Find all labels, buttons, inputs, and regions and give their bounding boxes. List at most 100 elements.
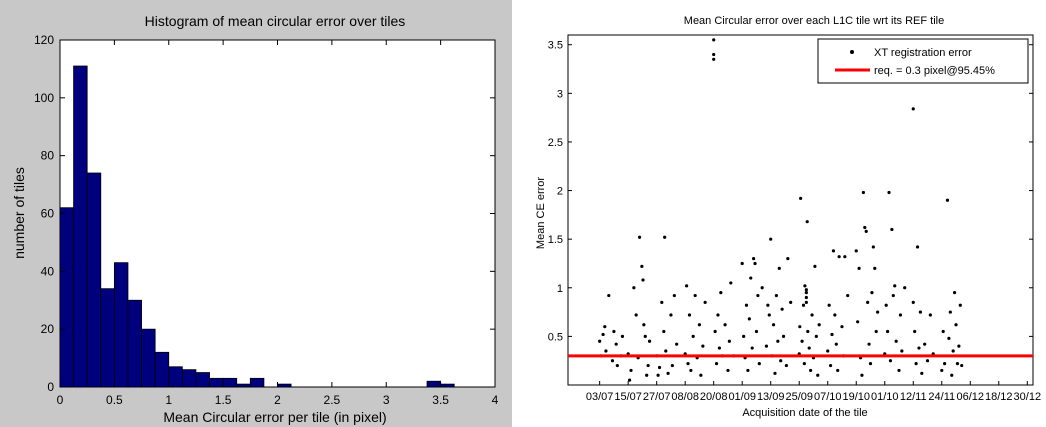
scatter-point: [888, 359, 893, 363]
scatter-point: [670, 363, 674, 368]
scatter-point: [943, 362, 947, 366]
scatter-y-tick-label: 0.5: [548, 331, 563, 343]
scatter-point: [806, 329, 810, 334]
scatter-point: [740, 261, 744, 266]
scatter-point: [884, 303, 888, 307]
scatter-point: [874, 329, 878, 334]
scatter-point: [913, 329, 917, 334]
scatter-point: [647, 339, 652, 343]
scatter-point: [687, 313, 692, 317]
scatter-point: [693, 293, 697, 298]
scatter-point: [960, 363, 964, 368]
scatter-point: [870, 291, 874, 295]
histogram-bar: [141, 328, 156, 388]
scatter-point: [776, 339, 780, 343]
scatter-point: [752, 257, 756, 261]
scatter-point: [598, 339, 602, 343]
scatter-y-tick-label: 2.5: [548, 137, 563, 149]
scatter-point: [816, 373, 820, 377]
scatter-point: [887, 190, 891, 195]
scatter-y-tick-label: 1: [557, 283, 563, 295]
scatter-point: [890, 227, 894, 232]
scatter-point: [620, 334, 625, 338]
scatter-point: [662, 329, 666, 334]
scatter-point: [914, 362, 918, 366]
scatter-point: [781, 334, 786, 338]
histogram-y-ticks: 0 20 40 60 80 100 120: [34, 33, 495, 394]
scatter-point: [894, 339, 898, 343]
histogram-chart: Histogram of mean circular error over ti…: [11, 13, 499, 425]
scatter-point: [780, 307, 784, 311]
histogram-y-label: number of tiles: [11, 167, 27, 259]
scatter-point: [804, 300, 808, 304]
scatter-point: [612, 329, 616, 334]
scatter-point: [799, 196, 803, 200]
scatter-point: [831, 249, 836, 253]
scatter-point: [856, 320, 860, 324]
scatter-x-tick-label: 15/07: [614, 391, 642, 403]
scatter-point: [714, 362, 719, 366]
scatter-point: [640, 264, 644, 268]
scatter-point: [898, 313, 903, 317]
histogram-x-tick-label: 1: [165, 393, 172, 407]
scatter-point: [897, 368, 901, 373]
scatter-point: [604, 349, 608, 353]
legend-dot-marker: [850, 50, 854, 54]
scatter-point: [814, 334, 818, 338]
scatter-point: [867, 342, 871, 346]
histogram-bar: [73, 65, 88, 388]
scatter-point: [886, 329, 890, 334]
scatter-point: [646, 363, 650, 368]
histogram-x-ticks: 0 0.5 1 1.5 2 2.5 3 3.5 4: [57, 40, 499, 407]
histogram-bar: [440, 383, 455, 388]
scatter-point: [826, 349, 830, 353]
histogram-x-tick-label: 3.5: [432, 393, 449, 407]
scatter-point: [786, 257, 790, 261]
scatter-point: [769, 237, 773, 241]
scatter-point: [837, 255, 841, 259]
scatter-point: [601, 332, 605, 337]
histogram-x-tick-label: 2.5: [324, 393, 341, 407]
histogram-bar: [86, 172, 102, 388]
scatter-point: [645, 373, 649, 377]
scatter-point: [854, 249, 858, 253]
scatter-point: [664, 349, 668, 353]
scatter-point: [753, 261, 757, 266]
scatter-point: [876, 310, 880, 314]
histogram-bar: [209, 377, 224, 388]
scatter-point: [719, 291, 723, 295]
scatter-x-label: Acquisition date of the tile: [742, 407, 867, 419]
histogram-y-tick-label: 120: [34, 33, 54, 47]
scatter-point: [779, 359, 783, 363]
scatter-point: [948, 310, 952, 314]
scatter-point: [803, 284, 807, 288]
scatter-point: [810, 313, 814, 317]
scatter-point: [716, 313, 720, 317]
histogram-x-tick-label: 4: [492, 393, 499, 407]
histogram-y-tick-label: 100: [34, 91, 54, 105]
histogram-x-tick-label: 1.5: [215, 393, 232, 407]
scatter-point: [840, 325, 844, 329]
scatter-point: [697, 323, 702, 327]
scatter-point: [928, 313, 932, 317]
scatter-x-tick-label: 12/11: [900, 391, 927, 403]
histogram-bar: [127, 299, 142, 388]
scatter-point: [660, 300, 664, 304]
scatter-point: [717, 346, 721, 350]
scatter-x-tick-label: 01/10: [871, 391, 899, 403]
scatter-point: [656, 373, 660, 377]
scatter-x-tick-label: 25/09: [785, 391, 813, 403]
scatter-point: [915, 245, 920, 249]
histogram-y-tick-label: 40: [41, 264, 55, 278]
scatter-point: [830, 332, 834, 337]
histogram-y-tick-label: 80: [41, 149, 55, 163]
scatter-point: [940, 368, 944, 373]
scatter-point: [774, 293, 779, 298]
scatter-point: [804, 295, 808, 300]
scatter-point: [958, 303, 962, 307]
scatter-point: [925, 359, 930, 363]
legend-label-requirement: req. = 0.3 pixel@95.45%: [874, 65, 995, 77]
scatter-x-tick-label: 20/08: [700, 391, 728, 403]
histogram-y-tick-label: 0: [47, 380, 54, 394]
scatter-point: [691, 334, 695, 338]
